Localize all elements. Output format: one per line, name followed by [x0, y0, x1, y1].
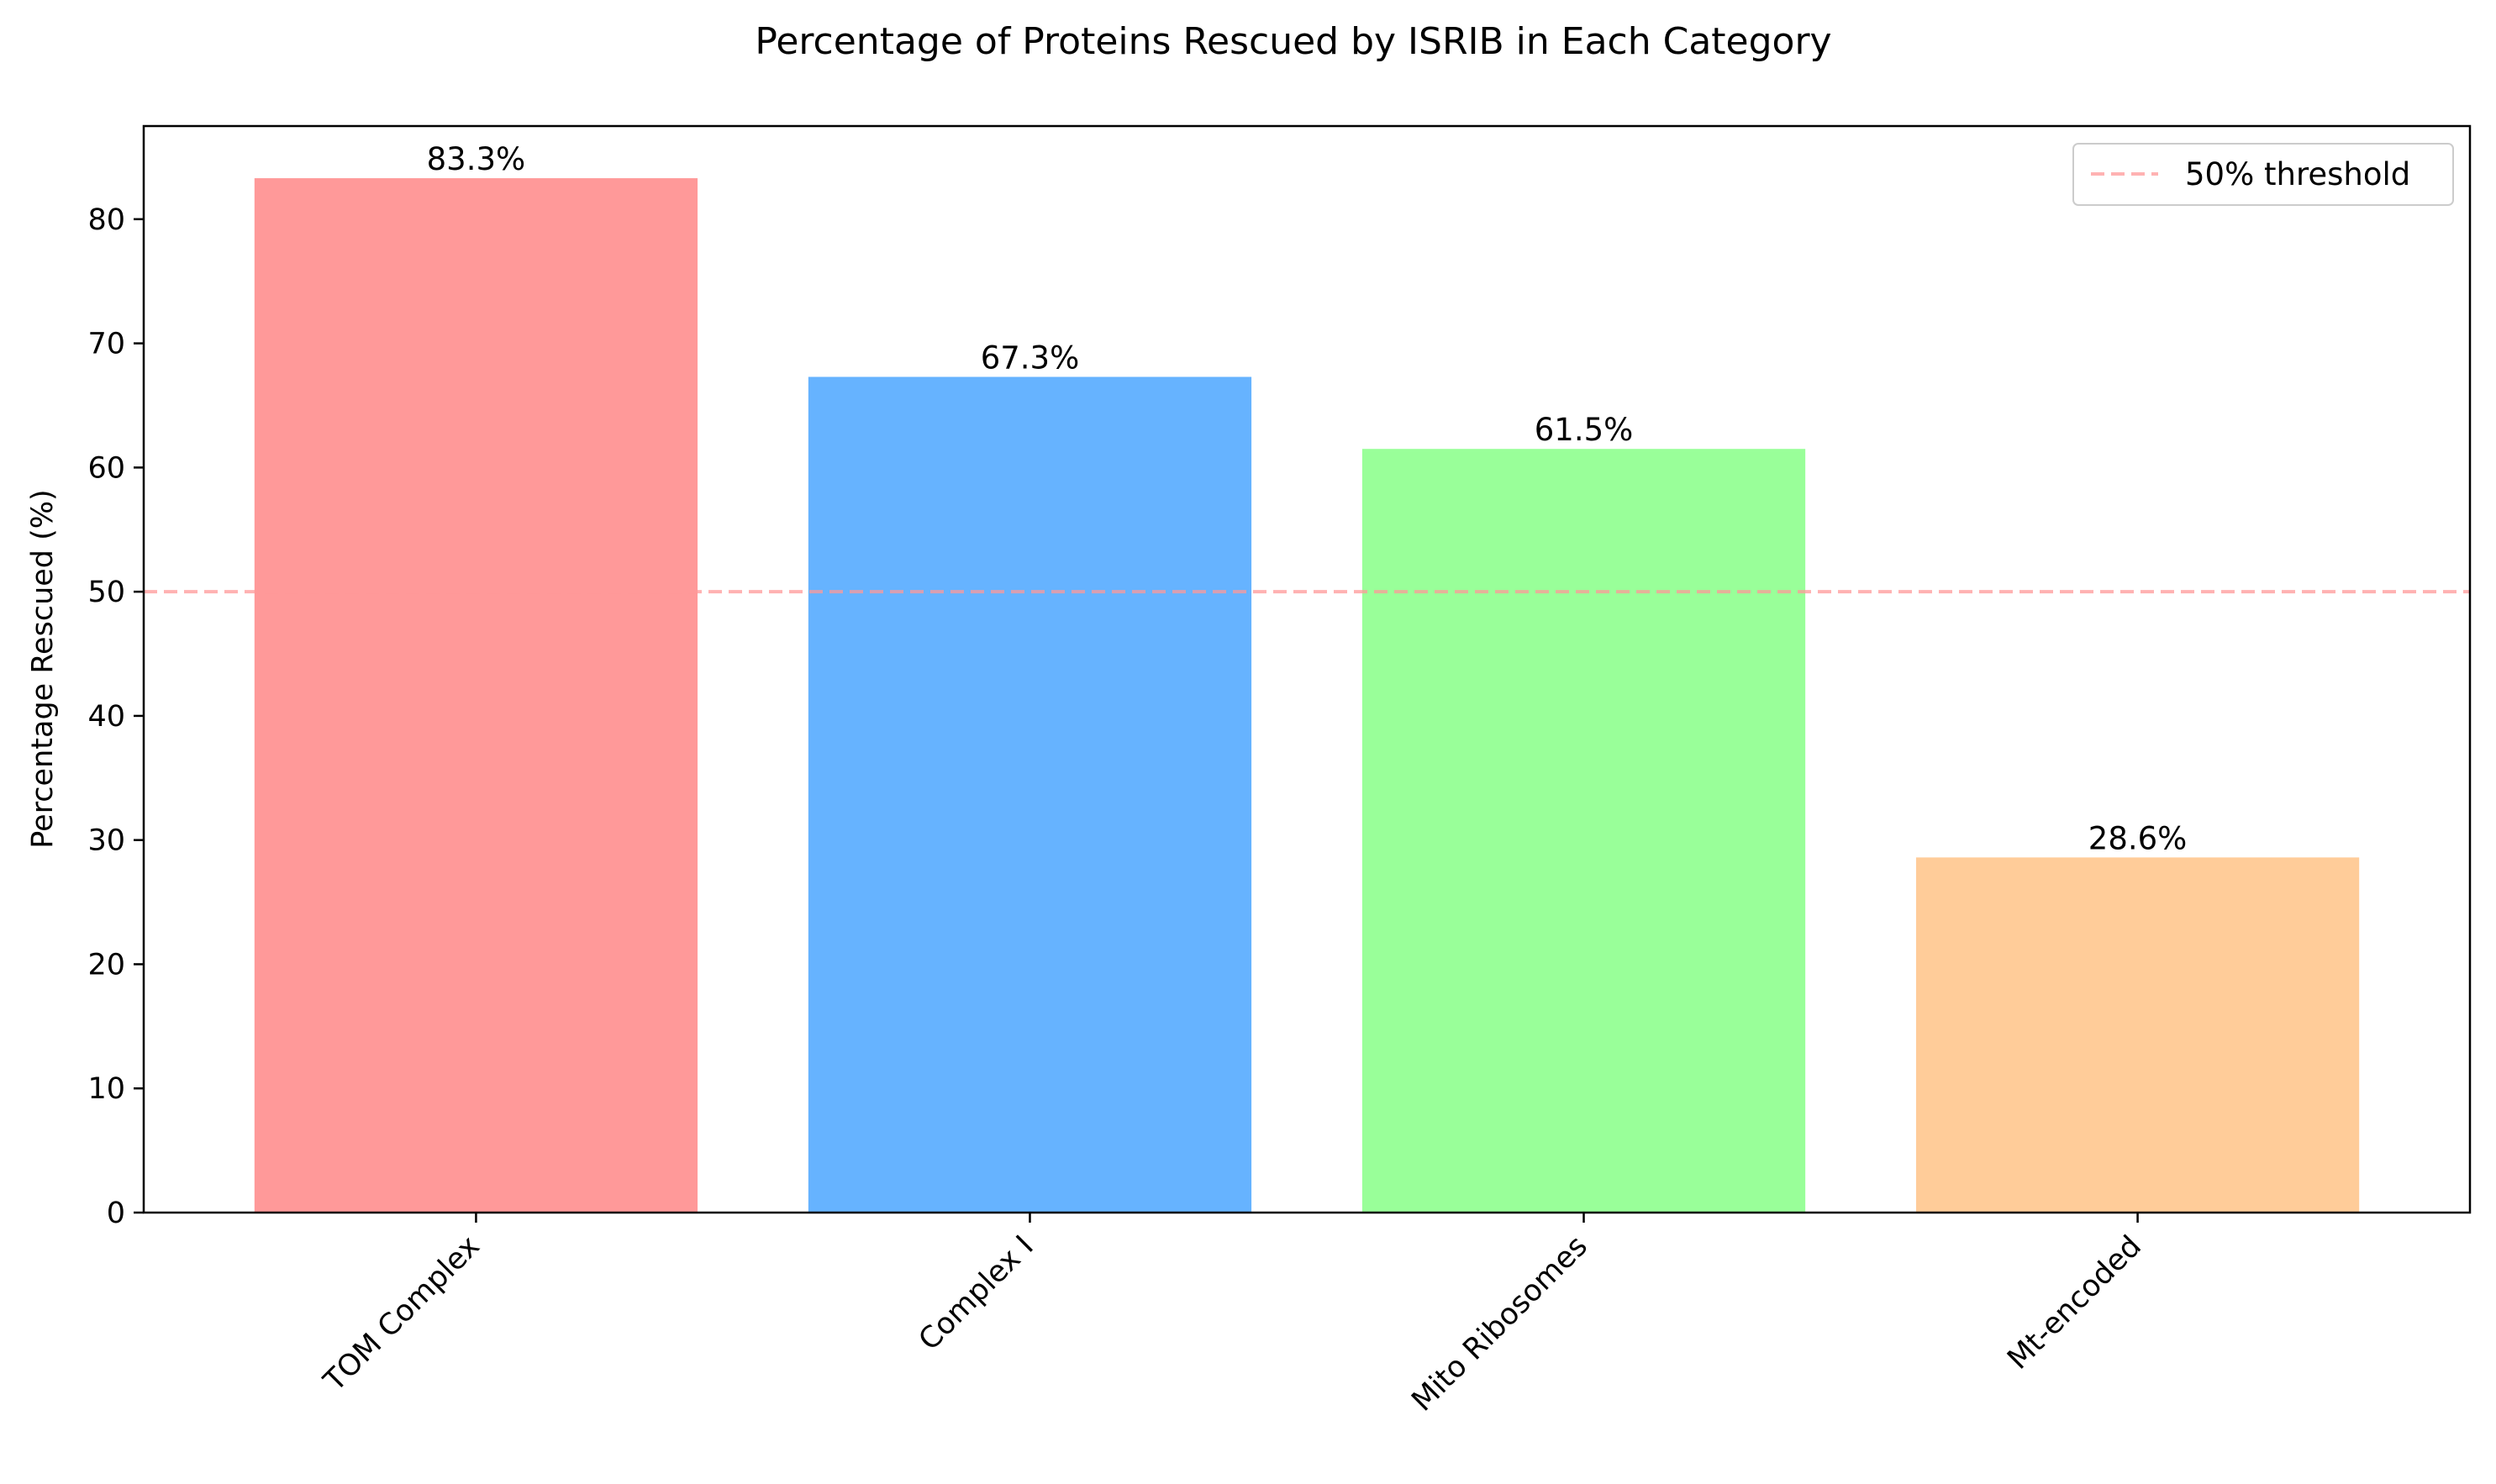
bar-tom-complex	[254, 178, 698, 1213]
data-label-mt-encoded: 28.6%	[2088, 820, 2188, 856]
y-tick-label: 70	[87, 328, 125, 361]
data-label-mito-ribosomes: 61.5%	[1535, 412, 1634, 448]
x-tick-label-tom-complex: TOM Complex	[317, 1229, 486, 1398]
y-tick-label: 0	[107, 1197, 125, 1230]
data-label-tom-complex: 83.3%	[427, 141, 526, 177]
y-axis: 0 10 20 30 40 50 60 70 80	[87, 203, 144, 1230]
y-tick-label: 60	[87, 451, 125, 485]
y-tick-label: 50	[87, 576, 125, 609]
y-tick-label: 30	[87, 824, 125, 858]
x-axis: TOM Complex Complex I Mito Ribosomes Mt-enc…	[317, 1213, 2148, 1418]
legend-frame	[2072, 143, 2454, 206]
x-tick-label-mt-encoded: Mt-encoded	[2001, 1229, 2148, 1376]
x-tick-label-mito-ribosomes: Mito Ribosomes	[1405, 1229, 1593, 1418]
bars-group	[254, 178, 2360, 1213]
chart-title: Percentage of Proteins Rescued by ISRIB …	[755, 20, 1831, 63]
y-tick-label: 20	[87, 948, 125, 981]
y-tick-label: 10	[87, 1072, 125, 1106]
bar-mt-encoded	[1915, 857, 2360, 1213]
y-tick-label: 40	[87, 700, 125, 734]
data-labels-group: 83.3% 67.3% 61.5% 28.6%	[427, 141, 2188, 856]
x-tick-label-complex-i: Complex I	[913, 1229, 1040, 1357]
data-label-complex-i: 67.3%	[981, 339, 1080, 376]
bar-mito-ribosomes	[1361, 449, 1806, 1213]
y-tick-label: 80	[87, 203, 125, 237]
legend-threshold-label: 50% threshold	[2185, 156, 2410, 192]
legend: 50% threshold	[2072, 143, 2454, 206]
bar-complex-i	[808, 376, 1252, 1213]
y-axis-label: Percentage Rescued (%)	[26, 489, 60, 848]
plot-frame	[142, 124, 2472, 1214]
